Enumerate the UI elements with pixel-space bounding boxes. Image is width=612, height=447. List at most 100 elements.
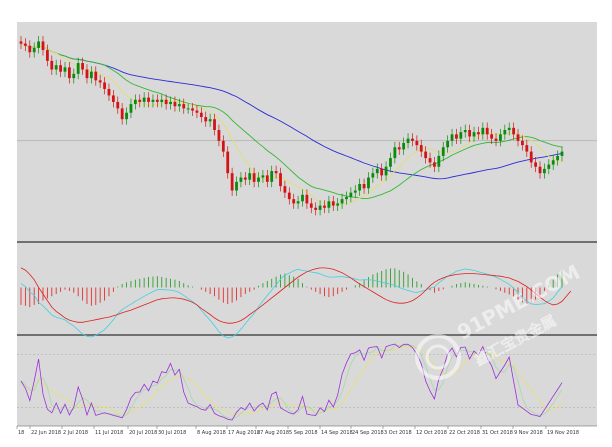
candle — [94, 66, 98, 86]
candle — [133, 94, 137, 110]
candle — [19, 36, 23, 49]
candle — [463, 124, 467, 138]
candle — [45, 44, 49, 67]
macd-line — [20, 268, 563, 339]
candle-body — [208, 119, 212, 122]
candle-body — [292, 199, 296, 204]
candle-body — [129, 104, 133, 113]
candle — [538, 161, 542, 179]
candle-body — [450, 134, 454, 141]
candle-body — [353, 190, 357, 193]
candle-body — [529, 151, 533, 163]
candle-body — [556, 155, 560, 161]
watermark-logo-icon — [415, 334, 461, 380]
candle-body — [116, 101, 120, 109]
candle — [402, 137, 406, 155]
candle — [362, 178, 366, 194]
candle-body — [98, 80, 102, 83]
candle — [446, 135, 450, 153]
candle-body — [37, 41, 40, 48]
candle-body — [547, 164, 551, 169]
x-tick-label: 14 Sep 2018 — [321, 430, 353, 436]
candle-body — [367, 177, 370, 189]
candle — [411, 133, 414, 147]
candle-body — [32, 47, 36, 53]
candle-body — [59, 65, 62, 72]
candle — [279, 167, 282, 192]
candle — [67, 61, 71, 84]
candle-body — [538, 166, 542, 174]
candle — [50, 55, 54, 75]
candle — [521, 135, 524, 151]
candle — [239, 172, 243, 188]
candle — [415, 135, 419, 151]
candle — [305, 189, 309, 209]
candle — [331, 195, 335, 211]
candle — [499, 128, 502, 147]
candle-body — [248, 173, 252, 180]
candle — [243, 172, 247, 186]
candle-body — [142, 97, 146, 102]
candle-body — [402, 142, 406, 150]
candle-body — [499, 134, 502, 141]
candle — [164, 94, 168, 110]
candle-body — [169, 101, 172, 105]
candle — [230, 167, 234, 196]
x-tick-label: 22 Jun 2018 — [31, 430, 61, 436]
stoch-k-line — [20, 343, 563, 421]
candle — [270, 165, 274, 188]
candle — [503, 124, 507, 140]
candle — [349, 187, 353, 203]
candle-body — [345, 196, 348, 200]
candle-body — [226, 151, 230, 174]
candle-body — [204, 117, 208, 122]
candle-body — [380, 168, 384, 176]
candle-body — [138, 99, 142, 102]
candle-body — [28, 45, 32, 53]
candle-body — [261, 175, 265, 178]
candle-body — [481, 127, 485, 135]
candle — [111, 90, 115, 108]
candle-body — [41, 41, 45, 51]
candle-body — [389, 158, 392, 167]
candle — [59, 59, 62, 78]
candle — [120, 103, 124, 125]
candle — [72, 68, 76, 84]
candle — [336, 198, 340, 211]
candle-body — [23, 43, 27, 46]
stoch-d-line — [20, 344, 563, 420]
candle — [221, 135, 225, 157]
candle-body — [45, 50, 49, 61]
candle-body — [54, 65, 58, 70]
candle-body — [419, 145, 423, 152]
candle — [428, 152, 432, 168]
candle-body — [19, 41, 23, 44]
candle — [459, 126, 463, 145]
candle — [129, 98, 133, 119]
candle-body — [560, 151, 564, 156]
candle-body — [459, 132, 463, 139]
panel-separator-1 — [17, 241, 597, 243]
candle — [472, 126, 476, 142]
candle-body — [125, 112, 128, 120]
candle — [195, 105, 199, 119]
candle — [450, 128, 454, 147]
candle-body — [384, 166, 388, 176]
candle — [261, 169, 265, 183]
candle — [213, 113, 216, 136]
candle-body — [103, 82, 106, 89]
candle — [89, 66, 93, 84]
candle-body — [371, 173, 375, 178]
macd-signal-line — [20, 267, 572, 324]
candle-body — [463, 130, 467, 133]
candle — [147, 92, 150, 108]
candle-body — [534, 162, 538, 167]
candle — [327, 195, 331, 214]
candle — [248, 167, 252, 186]
candle-body — [468, 130, 472, 137]
candle-body — [323, 205, 326, 208]
candle — [54, 59, 58, 75]
candle — [406, 133, 410, 149]
candle-body — [107, 88, 111, 96]
candle-body — [191, 108, 194, 111]
